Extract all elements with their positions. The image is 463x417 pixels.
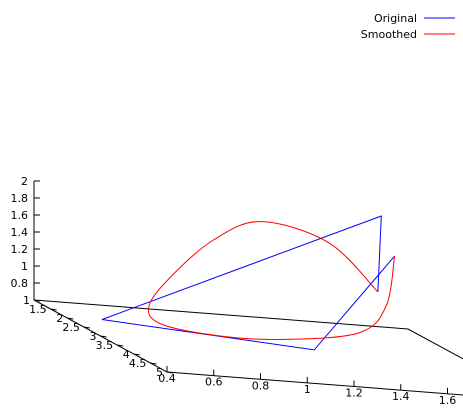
x-tick-mark xyxy=(117,344,124,347)
z-tick-label: 1.4 xyxy=(11,226,29,239)
y-tick-label: 1.2 xyxy=(345,387,363,400)
y-tick-label: 1 xyxy=(304,383,311,396)
x-tick-label: 2 xyxy=(56,312,63,325)
series-line-smoothed xyxy=(148,221,396,341)
x-tick-label: 1.5 xyxy=(29,303,47,316)
axes-layer xyxy=(33,181,463,396)
x-tick-label: 4.5 xyxy=(129,357,147,370)
z-tick-label: 1.8 xyxy=(11,192,29,205)
y-tick-label: 1.4 xyxy=(392,390,410,403)
x-tick-mark xyxy=(50,308,57,311)
y-tick-label: 0.8 xyxy=(252,379,270,392)
x-tick-mark xyxy=(150,362,157,365)
z-tick-label: 0.8 xyxy=(11,277,29,290)
x-tick-mark xyxy=(100,335,107,338)
z-tick-label: 1 xyxy=(21,260,28,273)
series-line-original xyxy=(101,215,395,351)
x-tick-label: 2.5 xyxy=(62,321,80,334)
floor-frame xyxy=(33,299,463,396)
x-tick-label: 1 xyxy=(23,294,30,307)
ticks-layer: 11.522.533.544.550.40.60.811.21.41.61.82… xyxy=(11,175,457,407)
x-tick-label: 5 xyxy=(156,366,163,379)
x-tick-mark xyxy=(67,317,74,320)
y-tick-label: 0.4 xyxy=(158,372,176,385)
series-layer xyxy=(101,215,396,351)
legend-label: Smoothed xyxy=(361,28,417,41)
y-tick-label: 1.6 xyxy=(439,394,457,407)
x-tick-mark xyxy=(83,326,90,329)
legend: Original Smoothed xyxy=(361,12,455,41)
x-tick-mark xyxy=(33,299,41,302)
z-tick-label: 1.2 xyxy=(11,243,29,256)
y-tick-label: 0.6 xyxy=(205,376,223,389)
x-tick-mark xyxy=(166,371,174,374)
x-tick-label: 4 xyxy=(123,348,130,361)
x-tick-label: 3 xyxy=(90,330,97,343)
z-tick-label: 2 xyxy=(21,175,28,188)
x-tick-label: 3.5 xyxy=(96,339,114,352)
legend-label: Original xyxy=(374,12,417,25)
x-tick-mark xyxy=(133,353,140,356)
z-tick-label: 1.6 xyxy=(11,209,29,222)
